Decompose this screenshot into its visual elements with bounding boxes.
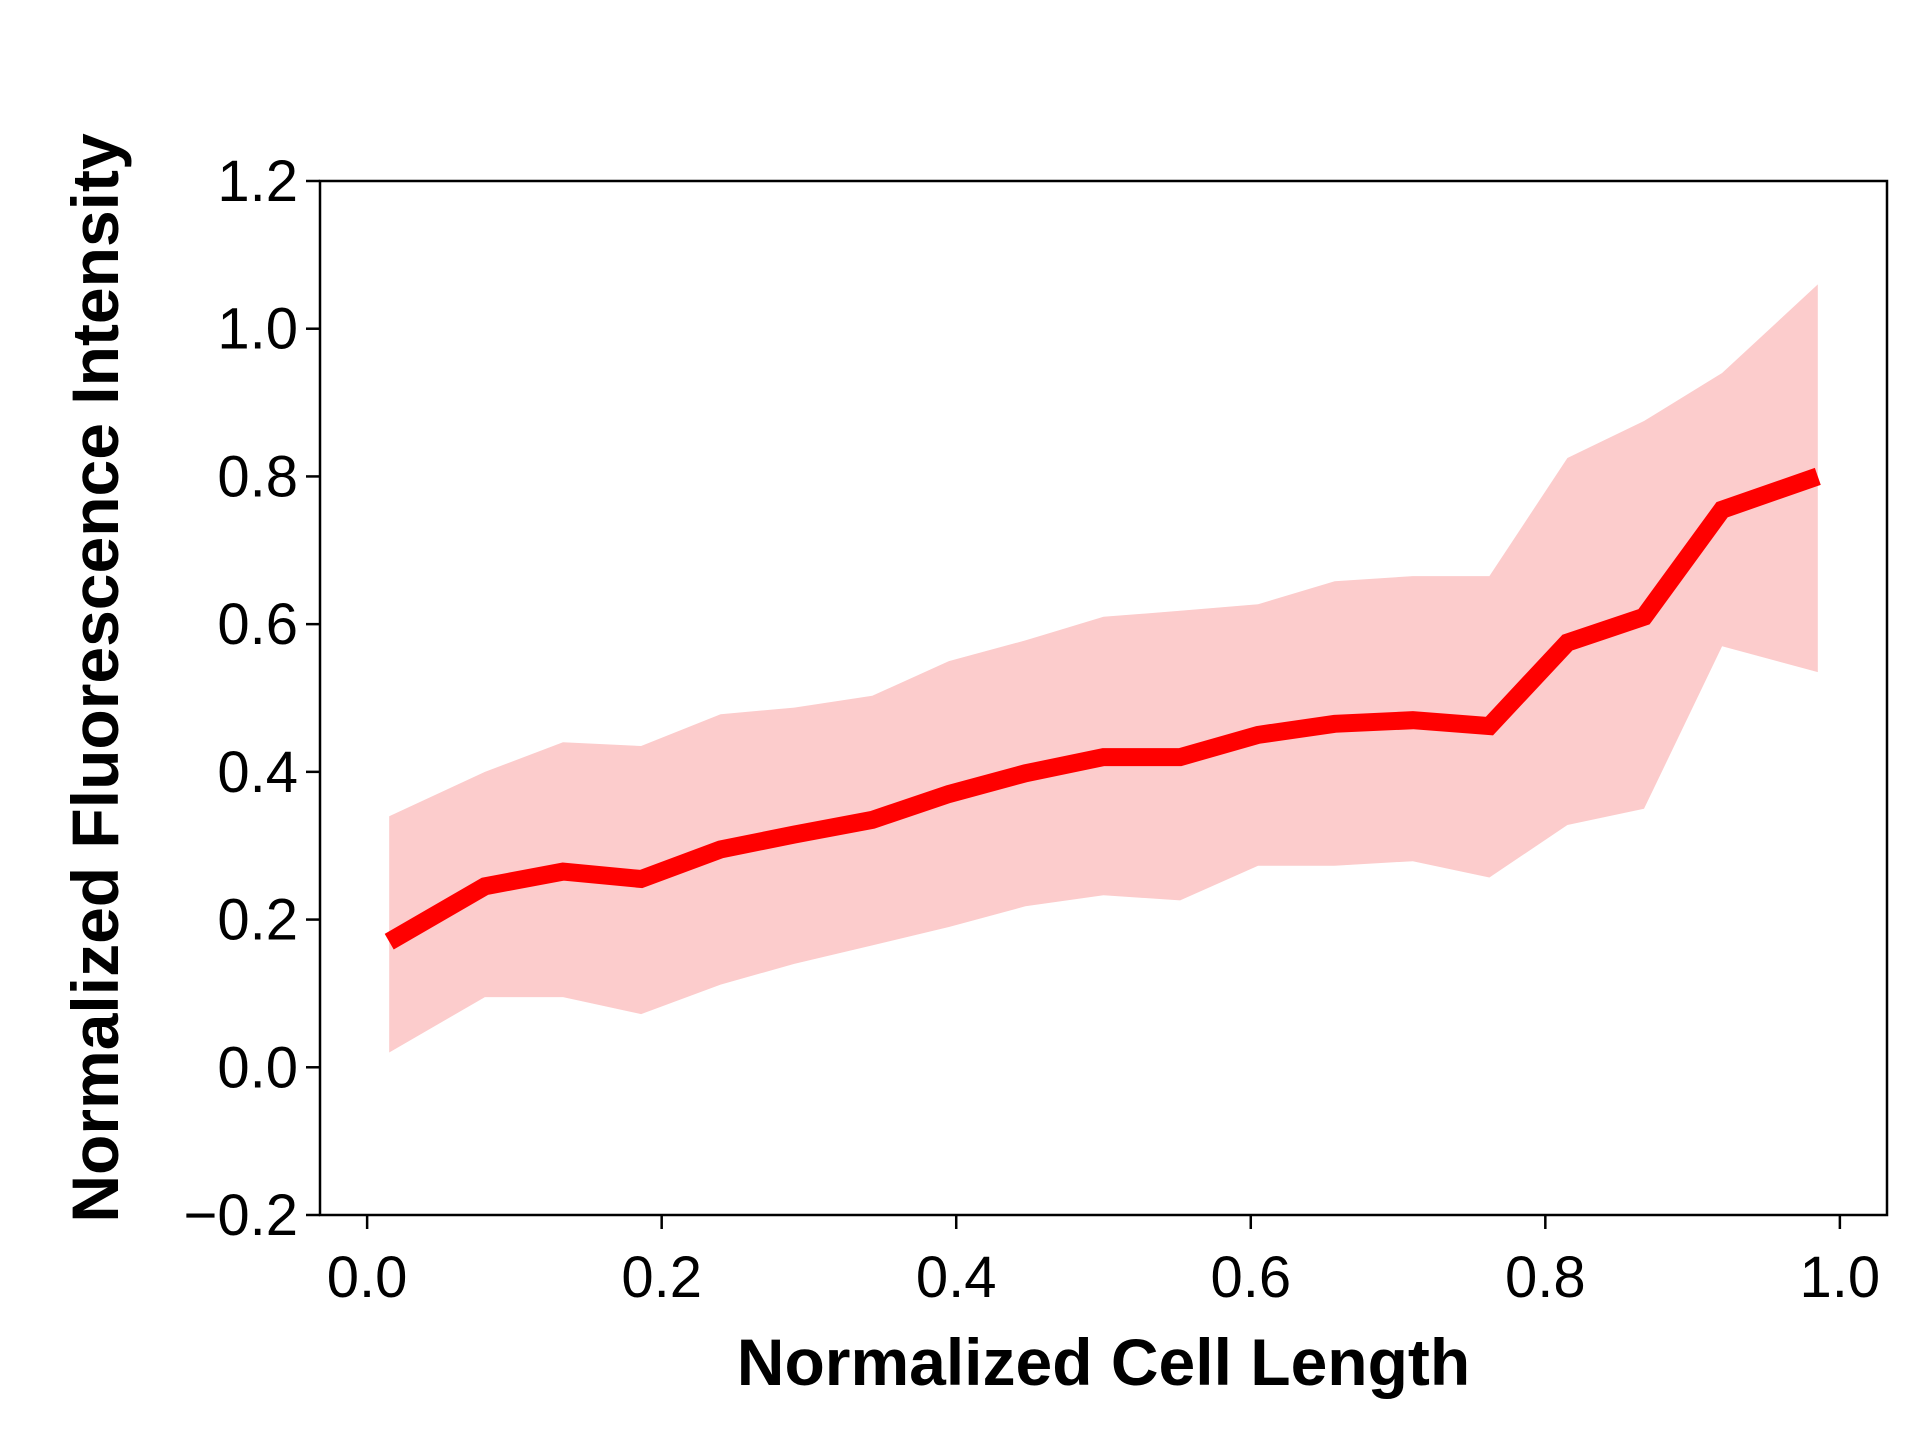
y-tick-label: 0.8 — [217, 444, 298, 509]
x-tick-label: 0.0 — [327, 1245, 408, 1310]
y-axis: −0.2 0.0 0.2 0.4 0.6 0.8 1.0 1.2 — [184, 149, 320, 1248]
y-tick-label: 0.6 — [217, 592, 298, 657]
x-tick-label: 1.0 — [1800, 1245, 1881, 1310]
series-line — [384, 467, 1821, 950]
y-tick-label: 1.2 — [217, 149, 298, 214]
x-tick-label: 0.2 — [621, 1245, 702, 1310]
y-tick-label: 0.0 — [217, 1035, 298, 1100]
x-tick-label: 0.4 — [916, 1245, 997, 1310]
plot-frame — [318, 179, 1889, 1217]
x-tick-label: 0.6 — [1210, 1245, 1291, 1310]
x-axis-title: Normalized Cell Length — [737, 1325, 1470, 1399]
y-tick-label: 0.2 — [217, 888, 298, 953]
line-layer — [384, 467, 1821, 950]
y-tick-label: 1.0 — [217, 297, 298, 362]
y-axis-title: Normalized Fluorescence Intensity — [58, 133, 132, 1223]
y-tick-label: −0.2 — [184, 1183, 299, 1248]
x-axis: 0.0 0.2 0.4 0.6 0.8 1.0 — [327, 1215, 1880, 1310]
band-layer — [389, 284, 1818, 1053]
y-tick-label: 0.4 — [217, 740, 298, 805]
error-band — [389, 284, 1818, 1053]
x-tick-label: 0.8 — [1505, 1245, 1586, 1310]
